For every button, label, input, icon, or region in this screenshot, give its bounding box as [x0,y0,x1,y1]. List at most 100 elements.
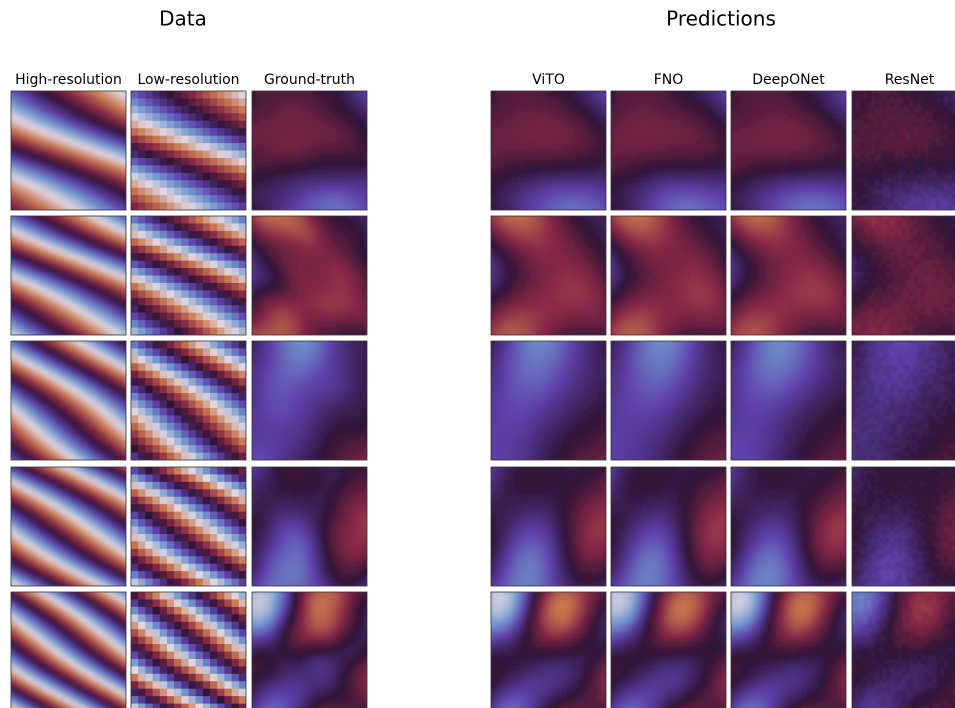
panel-image [7,87,131,215]
pixel [758,192,763,197]
panel-image [848,87,955,215]
pixel [660,169,665,174]
pixel [615,169,620,174]
pixel [646,128,651,133]
pixel [713,96,718,101]
pixel [15,129,20,134]
pixel [620,173,625,178]
pixel [352,131,356,136]
pixel [15,104,20,109]
pixel [81,108,86,113]
pixel [597,141,602,146]
pixel [491,128,496,133]
pixel [867,135,871,140]
pixel [686,192,691,197]
pixel [713,201,718,206]
pixel [27,138,32,143]
pixel [504,183,509,188]
pixel [367,186,371,191]
pixel [695,146,700,151]
pixel [860,194,864,199]
pixel [40,125,45,130]
pixel [325,166,329,171]
pixel [562,146,567,151]
pixel [271,103,275,108]
pixel [606,183,611,188]
pixel [101,146,106,151]
pixel [673,114,678,119]
pixel [607,210,612,215]
pixel [837,128,842,133]
pixel [593,91,598,96]
pixel [267,170,271,175]
pixel [504,178,509,183]
pixel [753,183,758,188]
pixel [138,203,146,211]
pixel [864,91,868,96]
pixel [708,118,713,123]
pixel [321,170,325,175]
pixel [93,189,98,194]
pixel [638,146,643,151]
pixel [73,117,78,122]
pixel [797,137,802,142]
pixel [691,164,696,169]
pixel [606,114,611,119]
pixel [673,151,678,156]
pixel [726,128,731,133]
pixel [669,109,674,114]
pixel [256,182,260,187]
pixel [535,91,540,96]
pixel [256,131,260,136]
pixel [290,135,294,140]
pixel [871,158,875,163]
pixel [224,98,232,106]
pixel [699,151,704,156]
pixel [15,210,20,215]
pixel [11,159,16,164]
pixel [69,185,74,190]
pixel [819,196,824,201]
pixel [264,95,268,100]
pixel [758,118,763,123]
pixel [138,173,146,181]
pixel [811,183,816,188]
pixel [806,146,811,151]
pixel [753,160,758,165]
pixel [797,173,802,178]
pixel [553,210,558,215]
pixel [217,158,225,166]
pixel [544,132,549,137]
pixel [557,151,562,156]
pixel [860,154,864,159]
pixel [271,194,275,199]
pixel [348,119,352,124]
pixel [252,170,256,175]
pixel [267,143,271,148]
pixel [879,178,883,183]
pixel [824,137,829,142]
pixel [64,91,69,96]
pixel [731,196,736,201]
pixel [302,166,306,171]
pixel [317,123,321,128]
pixel [664,173,669,178]
pixel [348,198,352,203]
pixel [40,108,45,113]
pixel [837,201,842,206]
pixel [73,185,78,190]
pixel [232,106,240,114]
pixel [11,112,16,117]
pixel [593,96,598,101]
pixel [793,128,798,133]
pixel [629,201,634,206]
pixel [553,173,558,178]
pixel [579,114,584,119]
pixel [313,170,317,175]
pixel [11,121,16,126]
pixel [85,95,90,100]
pixel [40,100,45,105]
pixel [336,119,340,124]
pixel [557,187,562,192]
pixel [500,96,505,101]
